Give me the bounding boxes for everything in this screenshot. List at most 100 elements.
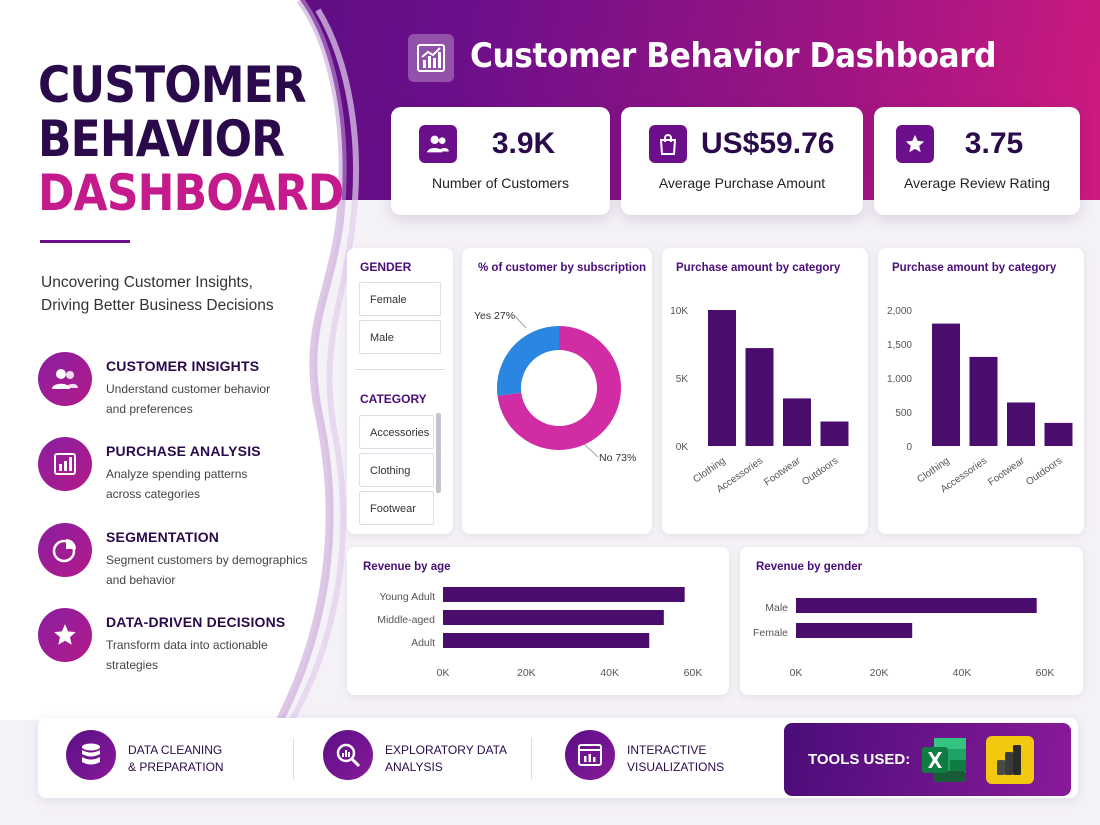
pie-chart-icon	[38, 523, 92, 577]
chart-title: Purchase amount by category	[676, 262, 841, 274]
bar-footwear	[1007, 402, 1035, 446]
x-tick-label: Outdoors	[800, 455, 840, 488]
slice-leader-yes	[513, 314, 527, 329]
tagline: Uncovering Customer Insights, Driving Be…	[41, 271, 301, 317]
bar-accessories	[969, 356, 998, 446]
feature-title: CUSTOMER INSIGHTS	[106, 358, 260, 374]
y-tick-label: 0K	[676, 442, 689, 453]
donut-slice-no	[497, 326, 621, 450]
slicer-item-footwear[interactable]: Footwear	[359, 491, 434, 525]
footer-item-visualizations: INTERACTIVE VISUALIZATIONS	[565, 730, 765, 786]
excel-icon	[922, 738, 966, 782]
power-bi-icon	[986, 736, 1034, 784]
chart-icon	[408, 34, 454, 82]
feature-desc-line: strategies	[106, 658, 159, 672]
footer-line: EXPLORATORY DATA	[385, 743, 508, 757]
title-line-3: DASHBOARD	[38, 164, 344, 222]
revenue-age-chart: Young Adult Middle-aged Adult 0K 20K 40K 60K	[377, 587, 703, 679]
slicer-item-female[interactable]: Female	[359, 282, 441, 316]
y-tick-label: 1,500	[887, 340, 912, 351]
star-icon	[896, 125, 934, 163]
kpi-label: Number of Customers	[432, 175, 569, 191]
shopping-bag-icon	[649, 125, 687, 163]
feature-desc-line: Transform data into actionable	[106, 638, 268, 652]
left-panel: CUSTOMER BEHAVIOR DASHBOARD Uncovering C…	[0, 0, 344, 700]
feature-customer-insights: CUSTOMER INSIGHTS Understand customer be…	[38, 352, 318, 416]
feature-desc-line: and behavior	[106, 573, 176, 587]
footer-item-data-cleaning: DATA CLEANING & PREPARATION	[66, 730, 286, 786]
kpi-card-review-rating: 3.75 Average Review Rating	[874, 107, 1080, 215]
title-line-1: CUSTOMER	[38, 56, 307, 114]
slice-label-no: No 73%	[599, 452, 636, 464]
slicer-scrollbar[interactable]	[436, 413, 441, 493]
feature-title: DATA-DRIVEN DECISIONS	[106, 614, 286, 630]
x-tick-label: 0K	[437, 667, 450, 679]
y-tick-label: 2,000	[887, 306, 912, 317]
chart-title: Purchase amount by category	[892, 262, 1057, 274]
database-icon	[66, 730, 116, 780]
bar-chart-1: 10K5K0KClothingAccessoriesFootwearOutdoo…	[670, 306, 849, 495]
footer-line: DATA CLEANING	[128, 743, 223, 757]
feature-desc-line: Analyze spending patterns	[106, 467, 248, 481]
chart-title: Revenue by gender	[756, 561, 863, 573]
feature-title: SEGMENTATION	[106, 529, 220, 545]
subscription-chart-panel: % of customer by subscription Yes 27% No …	[462, 248, 652, 534]
feature-desc-line: Segment customers by demographics	[106, 553, 308, 567]
hbar-adult	[443, 633, 650, 648]
kpi-value: 3.75	[964, 127, 1024, 160]
slicer-category-header: CATEGORY	[360, 392, 427, 406]
x-tick-label: 60K	[684, 667, 703, 679]
slicer-item-male[interactable]: Male	[359, 320, 441, 354]
donut-slice-yes	[497, 326, 559, 396]
footer-line: & PREPARATION	[128, 760, 224, 774]
big-title: CUSTOMER BEHAVIOR DASHBOARD	[38, 56, 344, 222]
feature-desc: Segment customers by demographics and beh…	[106, 550, 316, 590]
footer-item-text: EXPLORATORY DATA ANALYSIS	[385, 742, 525, 776]
category-label: Young Adult	[379, 591, 435, 603]
feature-segmentation: SEGMENTATION Segment customers by demogr…	[38, 523, 318, 587]
x-tick-label: 40K	[600, 667, 619, 679]
feature-desc: Understand customer behavior and preferen…	[106, 379, 316, 419]
slicer-gender-header: GENDER	[360, 260, 412, 274]
footer-line: VISUALIZATIONS	[627, 760, 725, 774]
x-tick-label: Outdoors	[1024, 455, 1064, 488]
y-tick-label: 5K	[676, 374, 689, 385]
feature-title: PURCHASE ANALYSIS	[106, 443, 261, 459]
slicer-item-clothing[interactable]: Clothing	[359, 453, 434, 487]
category-label: Adult	[411, 637, 435, 649]
hbar-female	[796, 623, 913, 638]
purchase-category-chart-2-panel: Purchase amount by category 2,000 1,500 1,…	[878, 248, 1084, 534]
kpi-value: US$59.76	[701, 127, 835, 160]
category-label: Male	[765, 602, 788, 614]
x-tick-label: 0K	[790, 667, 803, 679]
users-icon	[38, 352, 92, 406]
bar-clothing	[932, 323, 960, 446]
category-label: Middle-aged	[377, 614, 435, 626]
footer-item-text: INTERACTIVE VISUALIZATIONS	[627, 742, 767, 776]
slicer-panel: GENDER Female Male CATEGORY Accessories …	[347, 248, 453, 534]
hbar-young-adult	[443, 587, 685, 602]
tools-label: TOOLS USED:	[808, 751, 911, 768]
category-label: Female	[753, 627, 788, 639]
search-analysis-icon	[323, 730, 373, 780]
bar-footwear	[783, 398, 811, 446]
x-tick-label: 20K	[517, 667, 536, 679]
bar-chart-icon	[38, 437, 92, 491]
hbar-male	[796, 598, 1037, 613]
feature-desc-line: across categories	[106, 487, 201, 501]
revenue-age-chart-panel: Revenue by age Young Adult Middle-aged Adu…	[347, 547, 729, 695]
revenue-gender-chart: Male Female 0K 20K 40K 60K	[753, 598, 1054, 679]
kpi-value: 3.9K	[491, 127, 556, 160]
kpi-card-purchase-amount: US$59.76 Average Purchase Amount	[621, 107, 863, 215]
slicer-item-accessories[interactable]: Accessories	[359, 415, 434, 449]
title-divider	[40, 240, 130, 243]
footer-item-eda: EXPLORATORY DATA ANALYSIS	[323, 730, 543, 786]
footer-item-text: DATA CLEANING & PREPARATION	[128, 742, 268, 776]
tagline-line-1: Uncovering Customer Insights,	[41, 274, 253, 291]
footer-line: ANALYSIS	[385, 760, 443, 774]
footer-divider	[293, 738, 294, 780]
bar-accessories	[745, 348, 774, 446]
feature-purchase-analysis: PURCHASE ANALYSIS Analyze spending patte…	[38, 437, 318, 501]
title-line-2: BEHAVIOR	[38, 110, 285, 168]
donut-chart: Yes 27% No 73%	[474, 310, 636, 464]
